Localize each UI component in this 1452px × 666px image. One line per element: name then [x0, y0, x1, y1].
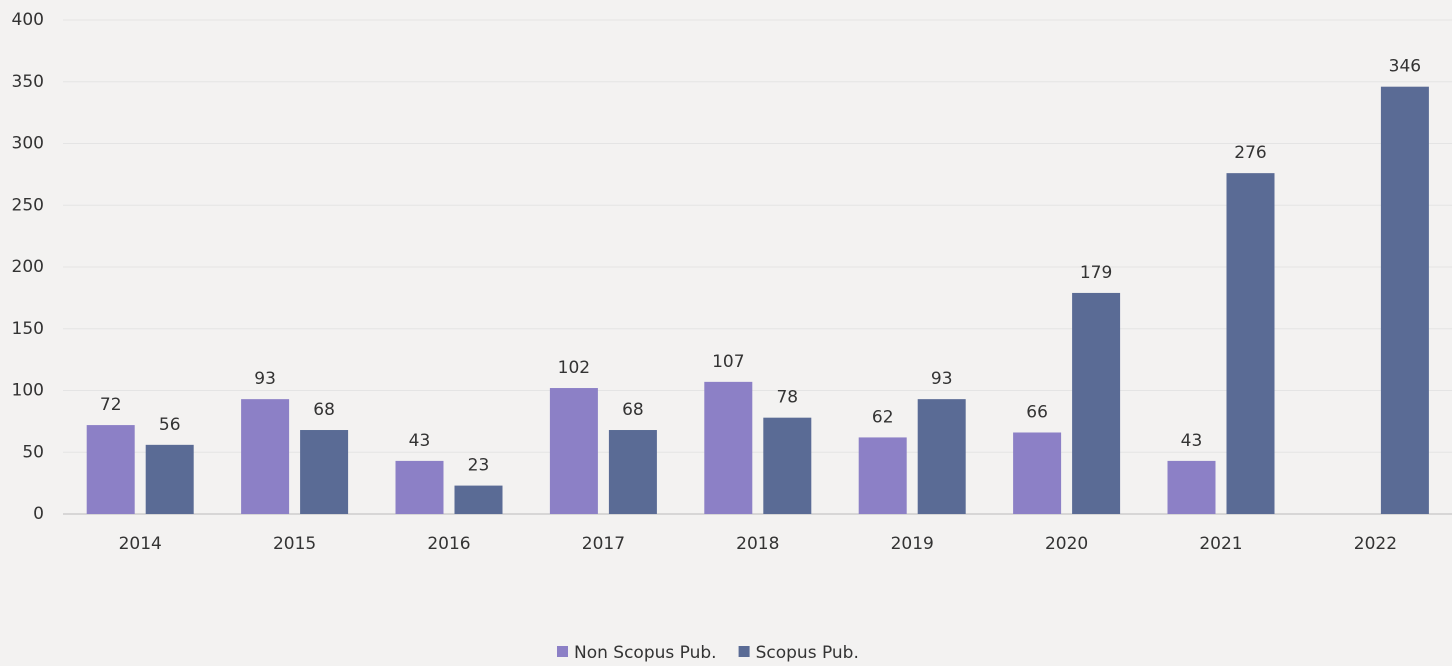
bar [608, 430, 657, 514]
legend-swatch [738, 646, 750, 657]
value-label: 43 [409, 431, 431, 451]
bar [1072, 292, 1121, 514]
value-label: 56 [159, 415, 181, 435]
y-tick-label: 0 [33, 504, 44, 524]
y-tick-label: 50 [22, 442, 44, 462]
y-tick-label: 300 [12, 134, 44, 154]
value-label: 107 [712, 352, 744, 372]
bar [704, 381, 753, 514]
bar [454, 485, 503, 514]
value-label: 23 [468, 456, 490, 476]
value-label: 62 [872, 407, 894, 427]
bar [1226, 173, 1275, 514]
legend-swatch [557, 646, 568, 657]
y-tick-label: 150 [12, 319, 44, 339]
x-tick-label: 2018 [736, 534, 779, 554]
y-tick-label: 100 [12, 381, 44, 401]
y-tick-label: 350 [12, 72, 44, 92]
value-label: 68 [313, 400, 335, 420]
bar [1380, 86, 1429, 514]
bar [241, 399, 290, 514]
bar [1013, 432, 1062, 514]
bar [763, 417, 812, 514]
value-label: 66 [1026, 402, 1048, 422]
legend-label: Non Scopus Pub. [574, 643, 717, 663]
value-label: 179 [1080, 263, 1112, 283]
bar [917, 399, 966, 514]
bar [395, 460, 444, 514]
x-tick-label: 2021 [1199, 534, 1242, 554]
x-tick-label: 2022 [1354, 534, 1397, 554]
bar [300, 430, 349, 514]
value-label: 102 [558, 358, 590, 378]
y-tick-label: 250 [12, 195, 44, 215]
x-tick-label: 2014 [119, 534, 162, 554]
x-tick-label: 2017 [582, 534, 625, 554]
value-label: 346 [1389, 57, 1421, 77]
y-tick-label: 400 [12, 10, 44, 30]
value-label: 93 [931, 369, 953, 389]
bar [145, 444, 194, 514]
y-tick-label: 200 [12, 257, 44, 277]
x-tick-label: 2019 [891, 534, 934, 554]
bar [858, 437, 907, 514]
value-label: 93 [254, 369, 276, 389]
x-tick-label: 2020 [1045, 534, 1088, 554]
value-label: 276 [1234, 143, 1266, 163]
x-tick-label: 2015 [273, 534, 316, 554]
bar [86, 425, 135, 514]
value-label: 68 [622, 400, 644, 420]
value-label: 43 [1181, 431, 1203, 451]
bar [549, 388, 598, 514]
value-label: 78 [776, 388, 798, 408]
bar [1167, 460, 1216, 514]
x-tick-label: 2016 [427, 534, 470, 554]
legend-label: Scopus Pub. [756, 643, 859, 663]
value-label: 72 [100, 395, 122, 415]
